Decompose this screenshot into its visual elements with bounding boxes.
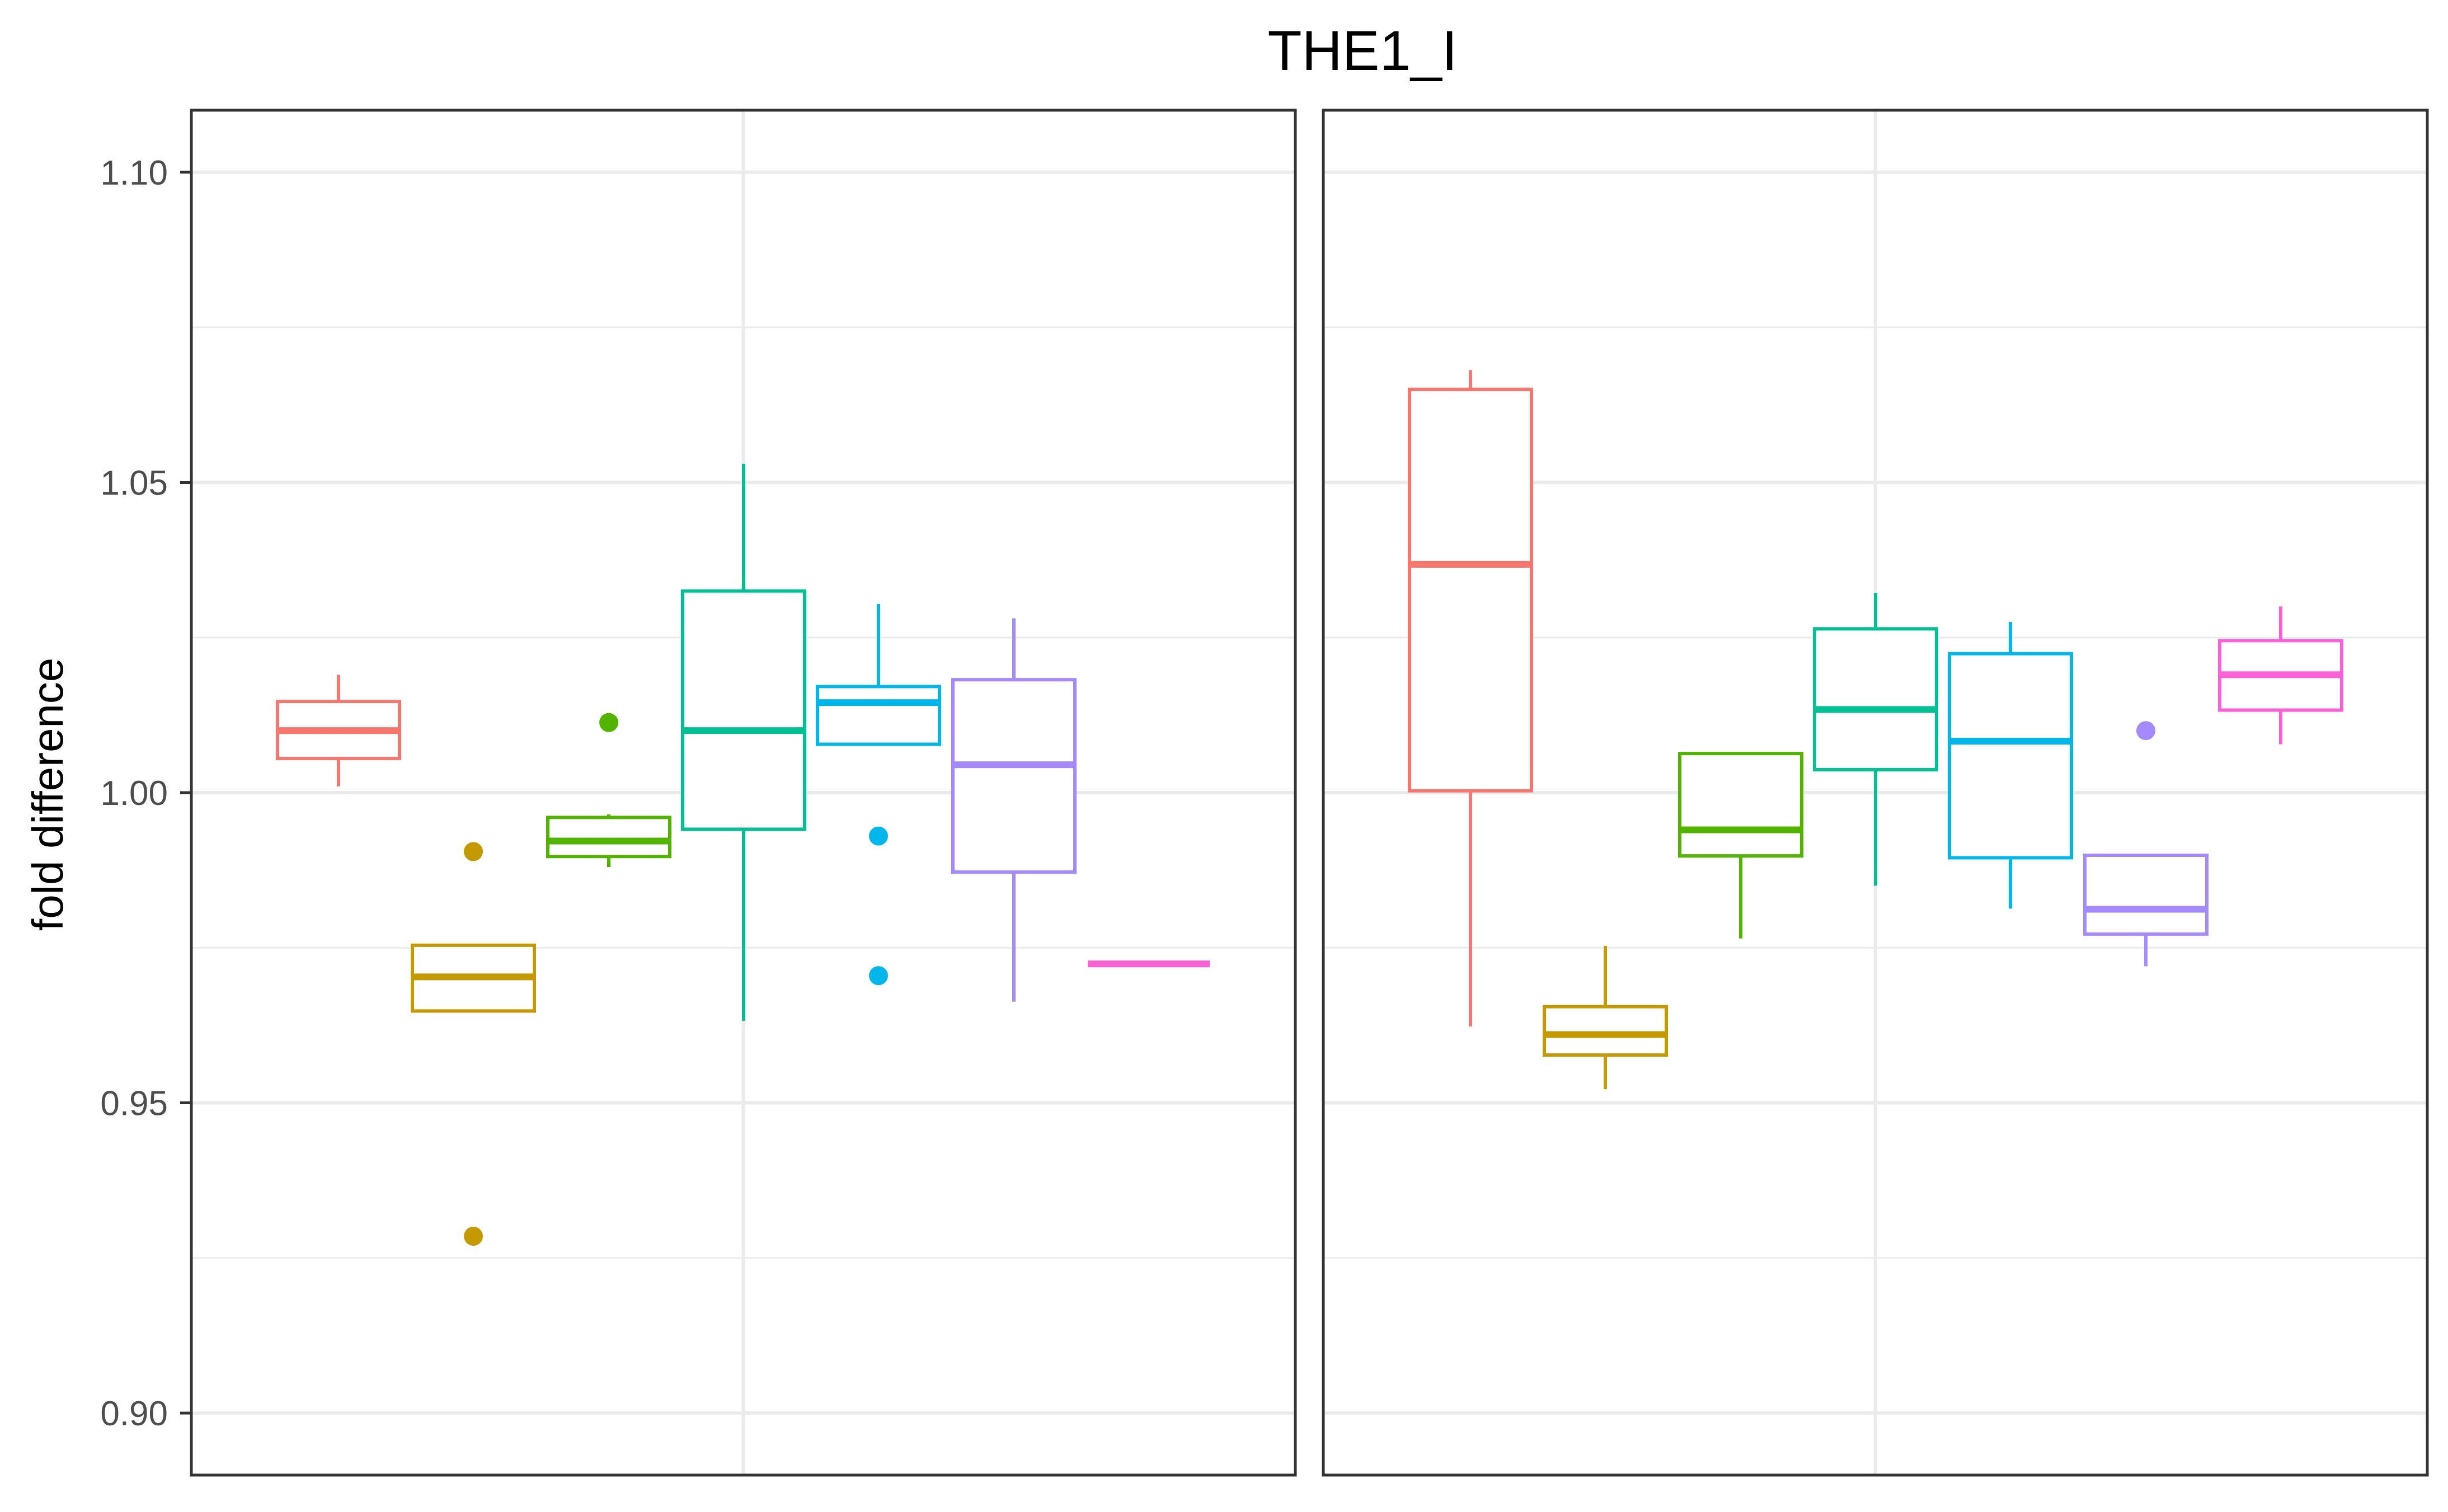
box-group: [1678, 752, 1803, 939]
y-tick-label: 0.95: [100, 1085, 168, 1123]
box-iqr: [816, 685, 941, 746]
outlier-point: [599, 713, 618, 732]
outlier-point: [464, 1227, 483, 1246]
box-group: [546, 713, 671, 868]
box-iqr: [951, 678, 1077, 874]
box-group: [1813, 592, 1938, 886]
box-group: [1543, 945, 1668, 1090]
y-tick-label: 1.05: [100, 464, 168, 502]
panel-right: [1322, 109, 2429, 1477]
box-group: [816, 604, 941, 986]
box-iqr: [1813, 627, 1938, 771]
y-tick-label: 1.10: [100, 154, 168, 192]
y-axis-label: fold difference: [23, 658, 72, 931]
outlier-point: [869, 966, 888, 986]
box-iqr: [2083, 854, 2209, 936]
y-tick-label: 0.90: [100, 1395, 168, 1433]
panel-border: [1322, 109, 2429, 1477]
box-group: [2083, 721, 2209, 967]
box-group: [276, 675, 401, 786]
outlier-point: [464, 842, 483, 861]
box-group: [1948, 622, 2073, 909]
panel-border: [190, 109, 1297, 1477]
box-group: [411, 842, 536, 1246]
box-iqr: [1678, 752, 1803, 858]
box-group: [681, 464, 806, 1021]
y-axis: 0.90 0.95 1.00 1.05 1.10: [100, 154, 191, 1433]
box-group: [1408, 370, 1533, 1027]
box-iqr: [546, 816, 671, 859]
outlier-point: [869, 826, 888, 846]
outlier-point: [2136, 721, 2155, 741]
box-iqr: [1408, 388, 1533, 793]
box-iqr: [1543, 1005, 1668, 1057]
chart-title: THE1_I: [1267, 20, 1457, 82]
box-group: [951, 618, 1077, 1002]
box-iqr: [681, 589, 806, 831]
box-group: [2218, 606, 2343, 745]
panel-left: [190, 109, 1297, 1477]
box-iqr: [1948, 652, 2073, 860]
y-tick-label: 1.00: [100, 774, 168, 813]
